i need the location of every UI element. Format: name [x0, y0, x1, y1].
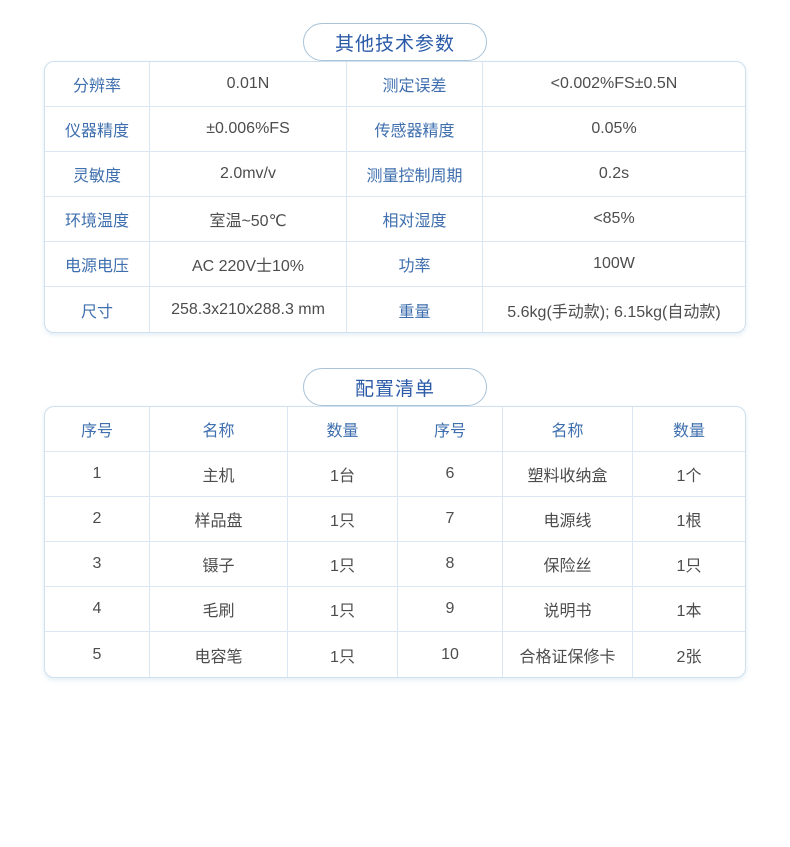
header-cell-qty: 数量 — [288, 407, 398, 452]
item-name-cell: 塑料收纳盒 — [503, 452, 633, 497]
spec-label-cell: 相对湿度 — [347, 197, 483, 242]
header-cell-name: 名称 — [503, 407, 633, 452]
item-name-cell: 镊子 — [150, 542, 288, 587]
item-qty-cell: 1台 — [288, 452, 398, 497]
spec-label-cell: 仪器精度 — [45, 107, 150, 152]
item-name-cell: 电源线 — [503, 497, 633, 542]
header-cell-qty: 数量 — [633, 407, 745, 452]
item-index-cell: 5 — [45, 632, 150, 677]
table-row: 灵敏度 2.0mv/v 测量控制周期 0.2s — [45, 152, 745, 197]
table-row: 分辨率 0.01N 测定误差 <0.002%FS±0.5N — [45, 62, 745, 107]
spec-value-cell: 258.3x210x288.3 mm — [150, 287, 347, 332]
table-row: 环境温度 室温~50℃ 相对湿度 <85% — [45, 197, 745, 242]
spec-label-cell: 环境温度 — [45, 197, 150, 242]
config-list-section-title: 配置清单 — [303, 368, 487, 406]
item-name-cell: 说明书 — [503, 587, 633, 632]
spec-value-cell: <0.002%FS±0.5N — [483, 62, 745, 107]
item-name-cell: 保险丝 — [503, 542, 633, 587]
spec-label-cell: 重量 — [347, 287, 483, 332]
spec-value-cell: 0.01N — [150, 62, 347, 107]
item-qty-cell: 1只 — [633, 542, 745, 587]
spec-value-cell: 2.0mv/v — [150, 152, 347, 197]
tech-params-section-title: 其他技术参数 — [303, 23, 487, 61]
table-row: 仪器精度 ±0.006%FS 传感器精度 0.05% — [45, 107, 745, 152]
item-index-cell: 8 — [398, 542, 503, 587]
table-row: 尺寸 258.3x210x288.3 mm 重量 5.6kg(手动款); 6.1… — [45, 287, 745, 332]
spec-label-cell: 电源电压 — [45, 242, 150, 287]
header-cell-index: 序号 — [398, 407, 503, 452]
spec-label-cell: 灵敏度 — [45, 152, 150, 197]
item-qty-cell: 1只 — [288, 497, 398, 542]
table-row: 5 电容笔 1只 10 合格证保修卡 2张 — [45, 632, 745, 677]
spec-value-cell: 室温~50℃ — [150, 197, 347, 242]
item-name-cell: 样品盘 — [150, 497, 288, 542]
item-qty-cell: 1个 — [633, 452, 745, 497]
spec-label-cell: 测定误差 — [347, 62, 483, 107]
spec-value-cell: 100W — [483, 242, 745, 287]
item-qty-cell: 1只 — [288, 587, 398, 632]
header-cell-index: 序号 — [45, 407, 150, 452]
item-name-cell: 毛刷 — [150, 587, 288, 632]
spec-value-cell: <85% — [483, 197, 745, 242]
item-index-cell: 3 — [45, 542, 150, 587]
spec-value-cell: ±0.006%FS — [150, 107, 347, 152]
spec-value-cell: 0.2s — [483, 152, 745, 197]
header-cell-name: 名称 — [150, 407, 288, 452]
spec-label-cell: 尺寸 — [45, 287, 150, 332]
item-name-cell: 主机 — [150, 452, 288, 497]
item-qty-cell: 1只 — [288, 542, 398, 587]
item-index-cell: 1 — [45, 452, 150, 497]
item-name-cell: 电容笔 — [150, 632, 288, 677]
item-index-cell: 10 — [398, 632, 503, 677]
item-qty-cell: 1本 — [633, 587, 745, 632]
spec-label-cell: 分辨率 — [45, 62, 150, 107]
table-row: 3 镊子 1只 8 保险丝 1只 — [45, 542, 745, 587]
table-row: 2 样品盘 1只 7 电源线 1根 — [45, 497, 745, 542]
table-row: 4 毛刷 1只 9 说明书 1本 — [45, 587, 745, 632]
item-qty-cell: 1根 — [633, 497, 745, 542]
item-qty-cell: 1只 — [288, 632, 398, 677]
table-row: 电源电压 AC 220V士10% 功率 100W — [45, 242, 745, 287]
table-header-row: 序号 名称 数量 序号 名称 数量 — [45, 407, 745, 452]
tech-params-table: 分辨率 0.01N 测定误差 <0.002%FS±0.5N 仪器精度 ±0.00… — [44, 61, 746, 333]
table-row: 1 主机 1台 6 塑料收纳盒 1个 — [45, 452, 745, 497]
item-index-cell: 2 — [45, 497, 150, 542]
spec-label-cell: 测量控制周期 — [347, 152, 483, 197]
item-index-cell: 6 — [398, 452, 503, 497]
spec-value-cell: AC 220V士10% — [150, 242, 347, 287]
item-qty-cell: 2张 — [676, 648, 702, 666]
spec-value-cell: 5.6kg(手动款); 6.15kg(自动款) — [507, 303, 721, 321]
item-index-cell: 9 — [398, 587, 503, 632]
item-index-cell: 7 — [398, 497, 503, 542]
item-name-cell: 合格证保修卡 — [503, 632, 633, 677]
spec-label-cell: 功率 — [347, 242, 483, 287]
spec-value-cell: 0.05% — [483, 107, 745, 152]
spec-label-cell: 传感器精度 — [347, 107, 483, 152]
item-index-cell: 4 — [45, 587, 150, 632]
config-list-table: 序号 名称 数量 序号 名称 数量 1 主机 1台 6 塑料收纳盒 1个 2 样… — [44, 406, 746, 678]
